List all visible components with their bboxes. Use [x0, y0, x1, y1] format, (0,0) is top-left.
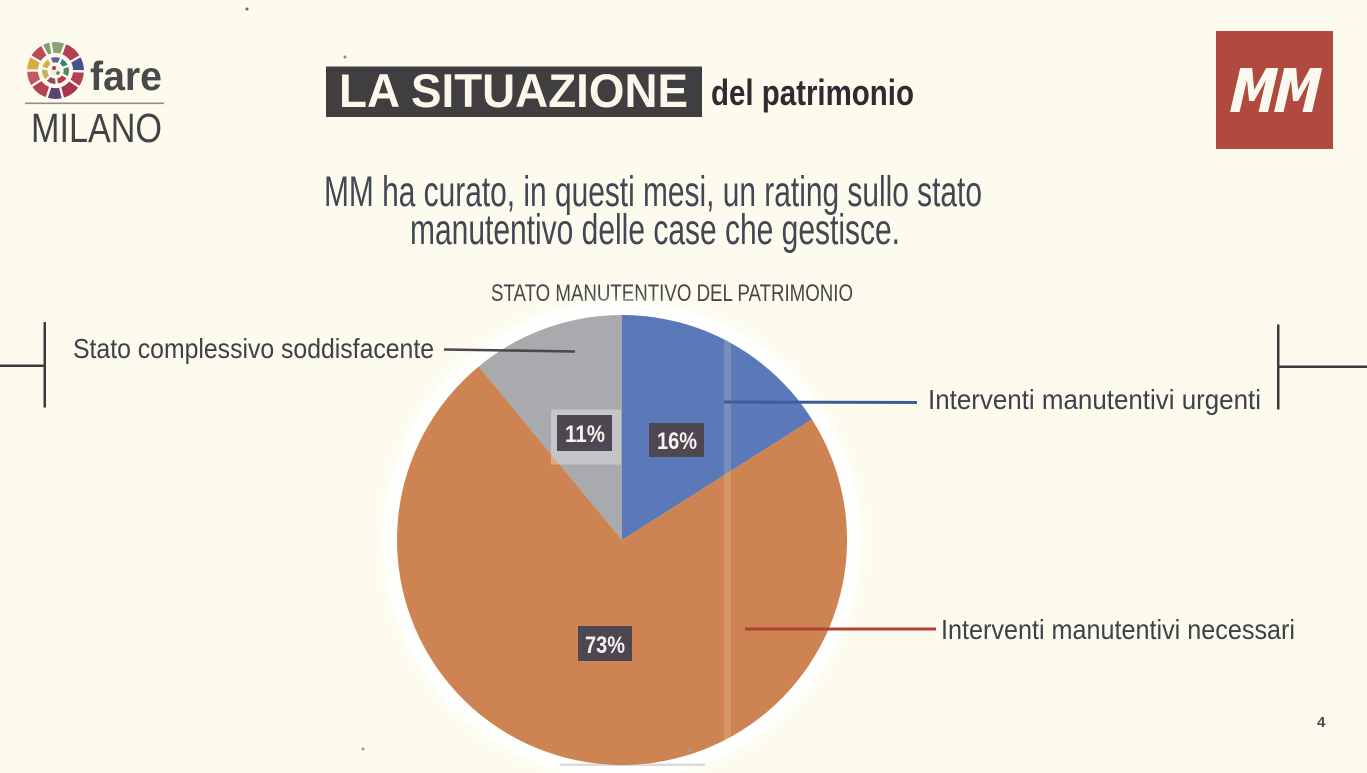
svg-text:16%: 16%: [657, 428, 697, 455]
svg-text:Interventi manutentivi urgenti: Interventi manutentivi urgenti: [928, 384, 1261, 415]
svg-text:MILANO: MILANO: [31, 105, 162, 151]
svg-text:73%: 73%: [585, 632, 625, 659]
svg-text:del patrimonio: del patrimonio: [711, 72, 914, 113]
svg-text:fare: fare: [90, 53, 162, 99]
svg-text:MM ha curato, in questi mesi,: MM ha curato, in questi mesi, un rating …: [324, 168, 982, 216]
svg-text:4: 4: [1317, 714, 1326, 731]
svg-text:Interventi manutentivi necessa: Interventi manutentivi necessari: [941, 614, 1295, 645]
svg-text:STATO MANUTENTIVO DEL PATRIMON: STATO MANUTENTIVO DEL PATRIMONIO: [491, 280, 853, 307]
svg-text:Stato complessivo soddisfacent: Stato complessivo soddisfacente: [73, 333, 434, 364]
svg-text:LA SITUAZIONE: LA SITUAZIONE: [339, 64, 688, 117]
svg-text:11%: 11%: [565, 421, 605, 448]
svg-text:manutentivo delle case che ges: manutentivo delle case che gestisce.: [410, 206, 900, 254]
